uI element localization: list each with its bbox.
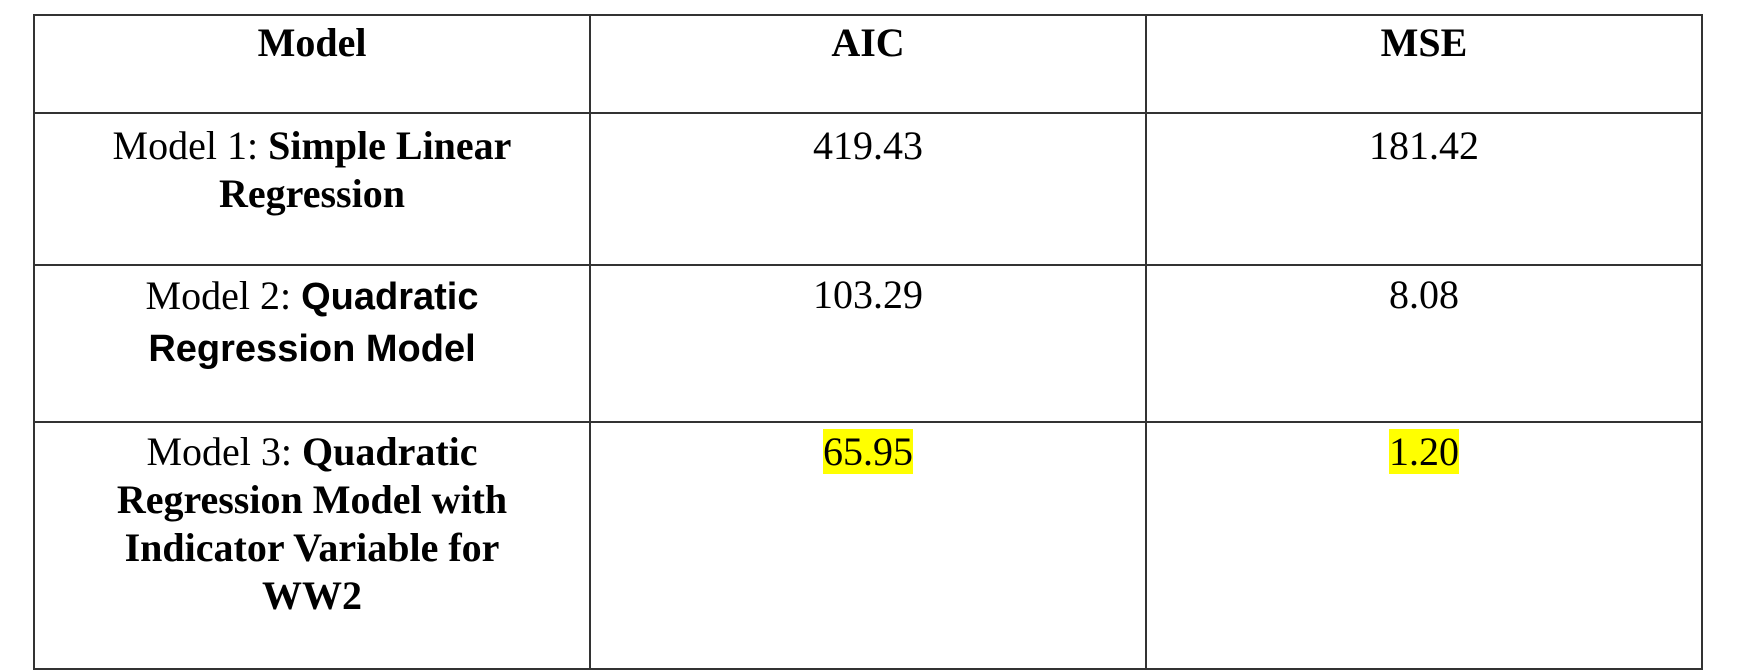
model-prefix: Model 3:	[146, 429, 302, 474]
aic-cell: 419.43	[589, 112, 1147, 266]
model-name: Quadratic Regression Model with Indicato…	[116, 429, 508, 618]
aic-cell: 103.29	[589, 264, 1147, 423]
mse-cell: 1.20	[1145, 421, 1703, 670]
column-header-aic: AIC	[589, 14, 1147, 114]
mse-value: 181.42	[1369, 123, 1479, 168]
mse-cell: 8.08	[1145, 264, 1703, 423]
aic-value: 103.29	[813, 272, 923, 317]
column-header-mse: MSE	[1145, 14, 1703, 114]
model-cell: Model 1: Simple Linear Regression	[33, 112, 591, 266]
model-prefix: Model 1:	[112, 123, 269, 168]
model-cell: Model 2: Quadratic Regression Model	[33, 264, 591, 423]
aic-cell: 65.95	[589, 421, 1147, 670]
model-comparison-table: Model AIC MSE Model 1: Simple Linear Reg…	[33, 14, 1703, 670]
model-name: Quadratic Regression Model	[148, 276, 479, 370]
aic-value: 419.43	[813, 123, 923, 168]
column-header-model: Model	[33, 14, 591, 114]
header-row: Model AIC MSE	[33, 14, 1703, 114]
mse-cell: 181.42	[1145, 112, 1703, 266]
model-cell: Model 3: Quadratic Regression Model with…	[33, 421, 591, 670]
mse-value-highlighted: 1.20	[1389, 429, 1459, 474]
model-prefix: Model 2:	[145, 273, 302, 318]
table-row: Model 1: Simple Linear Regression 419.43…	[33, 112, 1703, 266]
aic-value-highlighted: 65.95	[823, 429, 913, 474]
model-name: Simple Linear Regression	[219, 123, 512, 216]
mse-value: 8.08	[1389, 272, 1459, 317]
table-row: Model 2: Quadratic Regression Model 103.…	[33, 264, 1703, 423]
table-row: Model 3: Quadratic Regression Model with…	[33, 421, 1703, 670]
